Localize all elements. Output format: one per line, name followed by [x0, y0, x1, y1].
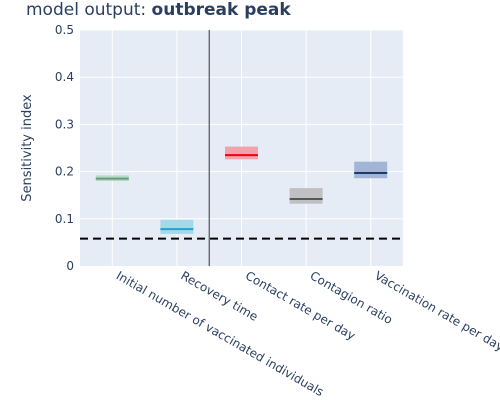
box: [160, 219, 194, 234]
y-tick-label: 0.4: [55, 70, 74, 84]
x-tick-label: Contact rate per day: [243, 268, 358, 342]
y-tick-label: 0.1: [55, 212, 74, 226]
y-axis-label: Sensitivity index: [20, 94, 35, 202]
y-tick-label: 0: [66, 259, 74, 273]
chart-title: model output: outbreak peak: [26, 0, 291, 20]
y-tick-label: 0.2: [55, 165, 74, 179]
box: [289, 188, 323, 204]
box: [354, 161, 388, 179]
box: [225, 146, 258, 160]
y-tick-label: 0.5: [55, 23, 74, 37]
x-tick-label: Vaccination rate per day: [372, 268, 500, 354]
y-tick-label: 0.3: [55, 117, 74, 131]
